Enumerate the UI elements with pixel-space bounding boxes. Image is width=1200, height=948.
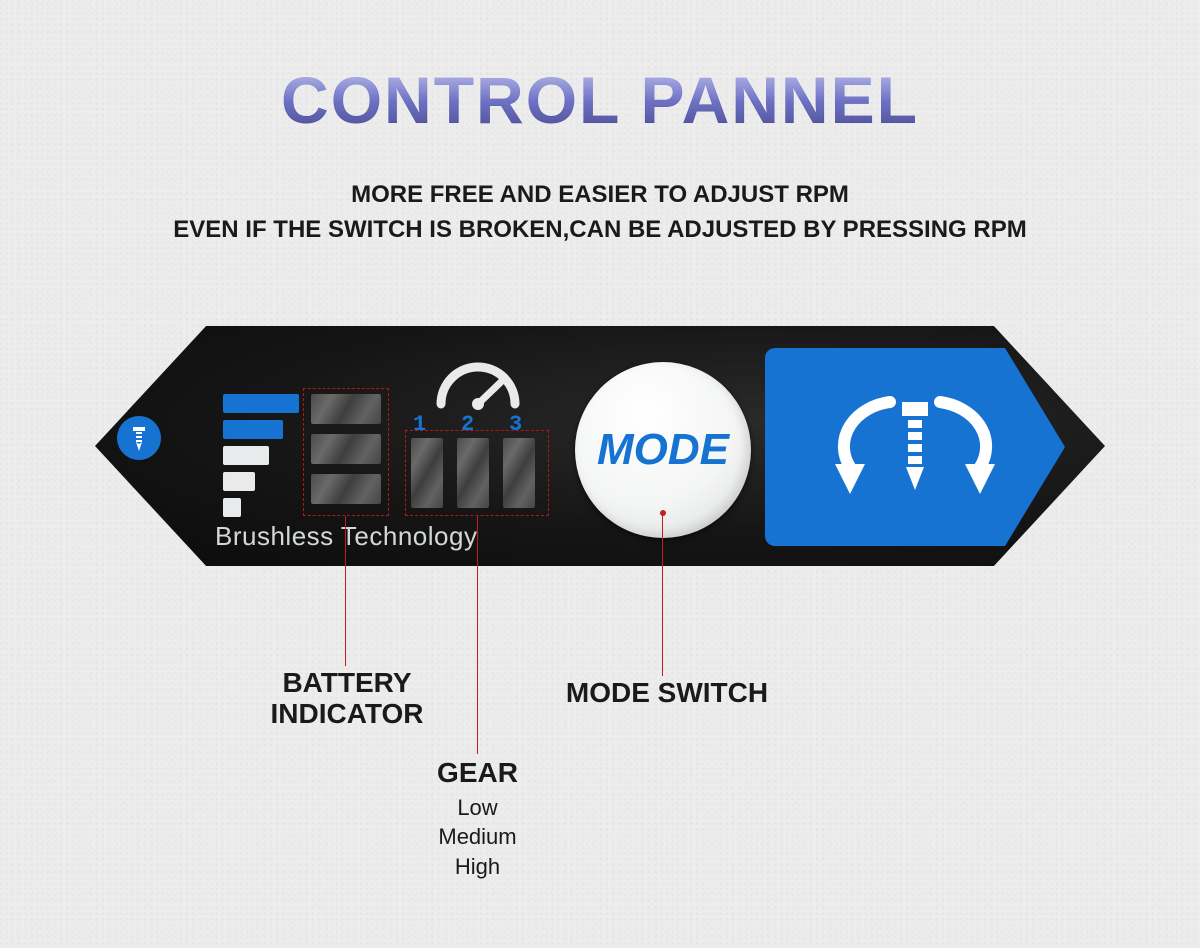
callout-line-mode [662,516,663,676]
infographic-title: CONTROL PANNEL [0,62,1200,138]
direction-plate [765,348,1065,546]
callout-gear: GEAR Low Medium High [405,758,550,882]
panel-body: 1 2 3 Brushless Technology MODE [95,326,1105,566]
subtitle-line-1: MORE FREE AND EASIER TO ADJUST RPM [351,181,849,208]
gear-highlight-box [405,430,549,516]
rotate-screw-icon [830,372,1000,522]
screw-badge-icon [117,416,161,460]
callout-battery-line1: BATTERY [282,667,411,698]
brushless-text: Brushless Technology [215,521,477,552]
infographic-subtitle: MORE FREE AND EASIER TO ADJUST RPM EVEN … [0,178,1200,248]
callout-battery-line2: INDICATOR [271,698,424,729]
gear-option-medium: Medium [438,824,516,849]
callout-battery-indicator: BATTERY INDICATOR [232,668,462,730]
callout-mode-switch: MODE SWITCH [562,678,772,709]
stair-step-3 [223,446,269,465]
battery-highlight-box [303,388,389,516]
battery-stair-icon [223,394,303,514]
stair-step-4 [223,472,255,491]
gear-option-high: High [455,854,500,879]
mode-button-label: MODE [597,425,729,475]
callout-gear-title: GEAR [437,757,518,788]
callout-line-battery [345,516,346,666]
gear-option-low: Low [457,795,497,820]
stair-step-5 [223,498,241,517]
control-panel-graphic: 1 2 3 Brushless Technology MODE [95,326,1105,566]
subtitle-line-2: EVEN IF THE SWITCH IS BROKEN,CAN BE ADJU… [173,216,1026,243]
stair-step-1 [223,394,299,413]
stair-step-2 [223,420,283,439]
callout-line-gear [477,516,478,754]
callout-dot-mode [660,510,666,516]
speedometer-icon [433,358,523,412]
callout-mode-switch-text: MODE SWITCH [566,677,768,708]
